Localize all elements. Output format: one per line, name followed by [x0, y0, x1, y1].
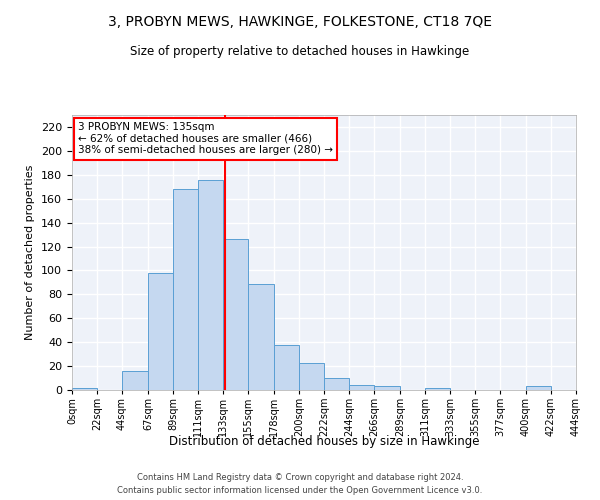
Bar — [526, 386, 551, 390]
Bar — [425, 388, 450, 390]
Bar — [248, 284, 274, 390]
Text: Size of property relative to detached houses in Hawkinge: Size of property relative to detached ho… — [130, 45, 470, 58]
Bar — [122, 371, 148, 390]
Y-axis label: Number of detached properties: Number of detached properties — [25, 165, 35, 340]
Bar — [173, 189, 198, 390]
Text: 3 PROBYN MEWS: 135sqm
← 62% of detached houses are smaller (466)
38% of semi-det: 3 PROBYN MEWS: 135sqm ← 62% of detached … — [77, 122, 332, 156]
Bar — [223, 240, 248, 390]
Bar — [374, 386, 400, 390]
Bar — [324, 378, 349, 390]
Text: 3, PROBYN MEWS, HAWKINGE, FOLKESTONE, CT18 7QE: 3, PROBYN MEWS, HAWKINGE, FOLKESTONE, CT… — [108, 15, 492, 29]
Text: Contains HM Land Registry data © Crown copyright and database right 2024.
Contai: Contains HM Land Registry data © Crown c… — [118, 474, 482, 495]
Text: Distribution of detached houses by size in Hawkinge: Distribution of detached houses by size … — [169, 434, 479, 448]
Bar — [148, 273, 173, 390]
Bar — [274, 344, 299, 390]
Bar — [349, 385, 374, 390]
Bar — [72, 388, 97, 390]
Bar — [299, 362, 324, 390]
Bar — [198, 180, 223, 390]
